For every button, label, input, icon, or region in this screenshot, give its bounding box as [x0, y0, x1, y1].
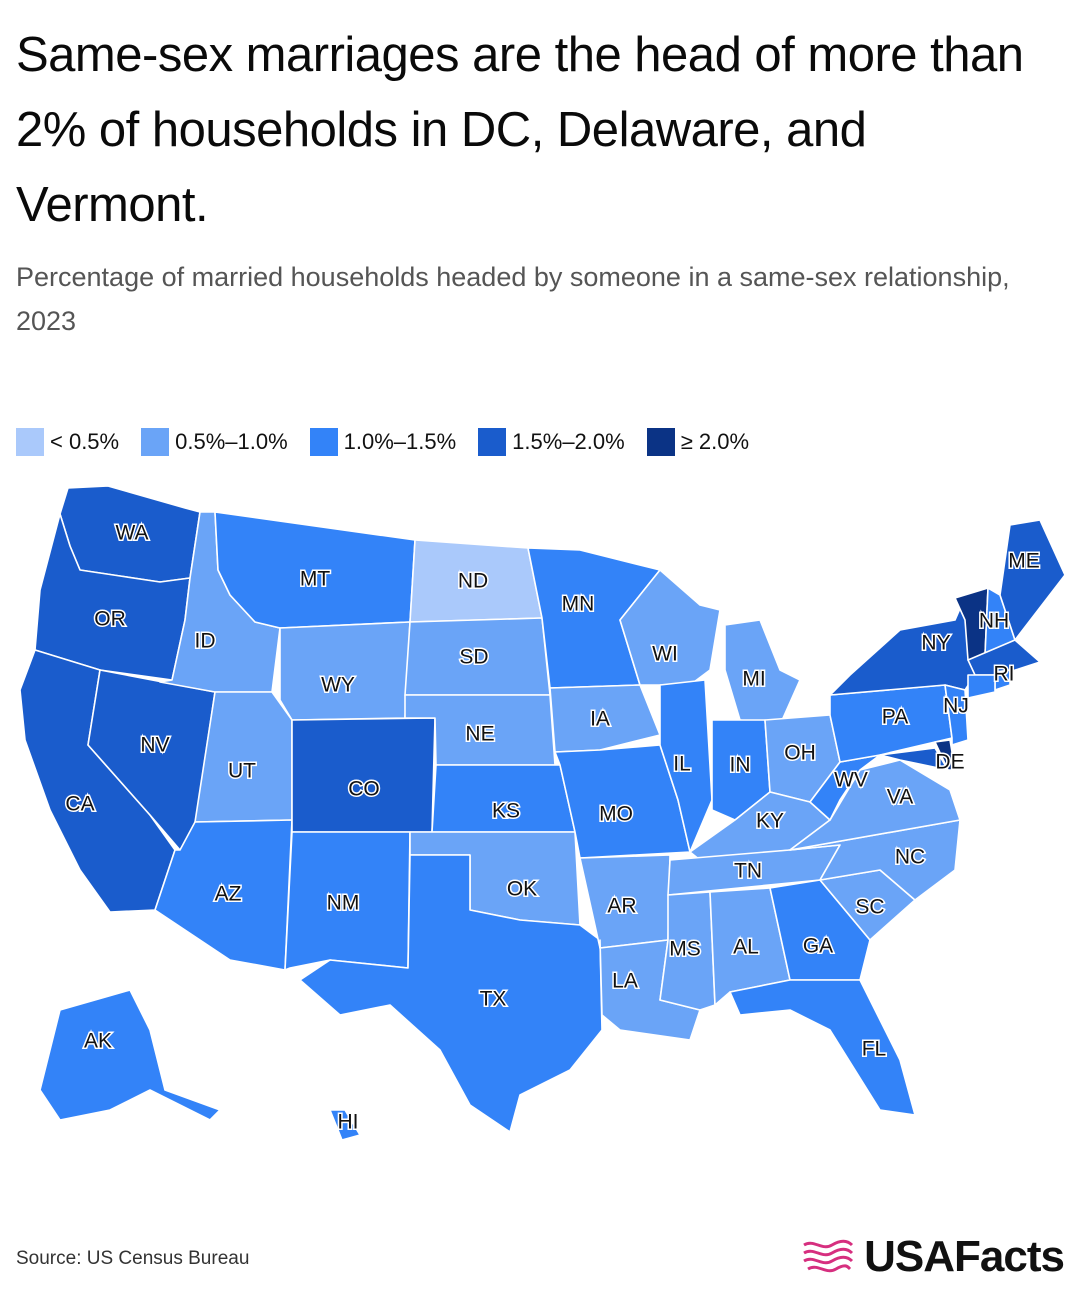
state-de: [934, 739, 956, 771]
state-co: [291, 717, 436, 833]
state-shapes: [19, 485, 1066, 1141]
legend-swatch: [309, 428, 338, 456]
legend: < 0.5% 0.5%–1.0% 1.0%–1.5% 1.5%–2.0% ≥ 2…: [16, 428, 749, 456]
state-label-mn: MN: [562, 593, 595, 616]
map-canvas: WA OR CA NV ID MT WY UT AZ CO NM ND SD NE KS OK TX MN IA MO…: [19, 485, 1066, 1141]
state-label-sc: SC: [855, 896, 884, 919]
state-label-tx: TX: [480, 988, 507, 1011]
state-label-al: AL: [733, 936, 759, 959]
state-ak: [39, 989, 221, 1121]
legend-item: ≥ 2.0%: [646, 428, 750, 456]
state-label-nd: ND: [458, 570, 488, 593]
state-label-pa: PA: [882, 706, 908, 729]
legend-swatch: [646, 428, 675, 456]
state-label-hi: HI: [338, 1111, 359, 1134]
state-label-nv: NV: [140, 734, 169, 757]
legend-label: 1.5%–2.0%: [512, 429, 625, 454]
state-label-tn: TN: [734, 860, 762, 883]
state-ia: [549, 684, 661, 753]
state-label-nm: NM: [327, 892, 360, 915]
state-label-mo: MO: [599, 803, 633, 826]
source-note: Source: US Census Bureau: [16, 1248, 250, 1269]
state-label-ia: IA: [590, 708, 610, 731]
state-label-wv: WV: [834, 769, 868, 792]
chart-subtitle: Percentage of married households headed …: [16, 262, 1010, 336]
legend-label: ≥ 2.0%: [680, 429, 750, 454]
state-nj: [944, 684, 969, 746]
state-label-ms: MS: [669, 938, 701, 961]
state-wi: [619, 569, 721, 686]
state-label-wi: WI: [652, 643, 678, 666]
state-label-ca: CA: [65, 793, 94, 816]
state-me: [999, 519, 1066, 641]
state-mi: [724, 619, 801, 726]
state-label-ky: KY: [756, 810, 784, 833]
state-label-ri: RI: [994, 663, 1015, 686]
state-label-ar: AR: [607, 895, 636, 918]
state-label-ne: NE: [465, 723, 494, 746]
state-label-ak: AK: [84, 1030, 112, 1053]
state-ny: [829, 589, 976, 696]
state-label-mt: MT: [300, 568, 330, 591]
state-label-ut: UT: [228, 760, 256, 783]
legend-label: < 0.5%: [50, 429, 120, 454]
chart-title: Same-sex marriages are the head of more …: [16, 28, 1024, 232]
state-label-sd: SD: [459, 646, 488, 669]
legend-item: < 0.5%: [16, 428, 119, 456]
state-ma: [967, 639, 1041, 676]
state-label-fl: FL: [862, 1038, 887, 1061]
state-label-de: DE: [935, 751, 964, 774]
state-label-oh: OH: [784, 742, 816, 765]
state-label-ks: KS: [492, 800, 520, 823]
state-label-me: ME: [1008, 550, 1040, 573]
state-ct: [967, 674, 996, 699]
state-label-ga: GA: [803, 935, 833, 958]
state-tx: [299, 854, 603, 1133]
brand-logo: USAFacts: [800, 1232, 1065, 1282]
state-label-va: VA: [887, 786, 913, 809]
state-label-or: OR: [94, 608, 126, 631]
state-label-in: IN: [730, 754, 751, 777]
state-label-az: AZ: [215, 883, 242, 906]
state-hi: [329, 1109, 361, 1141]
state-label-il: IL: [673, 753, 691, 776]
legend-swatch: [141, 428, 170, 456]
state-ga: [769, 879, 871, 981]
state-wy: [279, 621, 411, 721]
state-label-id: ID: [195, 630, 216, 653]
brand-name: USAFacts: [864, 1232, 1065, 1281]
usafacts-flag-icon: [803, 1239, 854, 1273]
state-labels: WA OR CA NV ID MT WY UT AZ CO NM ND SD NE KS OK TX MN IA MO…: [64, 520, 1041, 1135]
state-label-wy: WY: [321, 674, 355, 697]
state-label-la: LA: [612, 970, 638, 993]
legend-swatch: [16, 428, 44, 456]
legend-label: 0.5%–1.0%: [175, 429, 288, 454]
legend-swatch: [478, 428, 507, 456]
us-choropleth-map: WA OR CA NV ID MT WY UT AZ CO NM ND SD NE KS OK TX MN IA MO…: [0, 470, 1080, 1160]
state-label-nj: NJ: [943, 695, 969, 718]
legend-item: 0.5%–1.0%: [141, 428, 288, 456]
state-label-wa: WA: [115, 522, 148, 545]
state-label-mi: MI: [742, 668, 765, 691]
state-fl: [729, 979, 916, 1116]
state-nc: [789, 819, 961, 901]
state-md: [879, 747, 949, 771]
state-label-nc: NC: [895, 846, 925, 869]
legend-item: 1.0%–1.5%: [309, 428, 457, 456]
state-label-ok: OK: [507, 878, 537, 901]
legend-item: 1.5%–2.0%: [478, 428, 625, 456]
state-label-ny: NY: [921, 632, 950, 655]
state-label-co: CO: [348, 778, 380, 801]
legend-label: 1.0%–1.5%: [343, 429, 457, 454]
state-label-nh: NH: [979, 610, 1009, 633]
